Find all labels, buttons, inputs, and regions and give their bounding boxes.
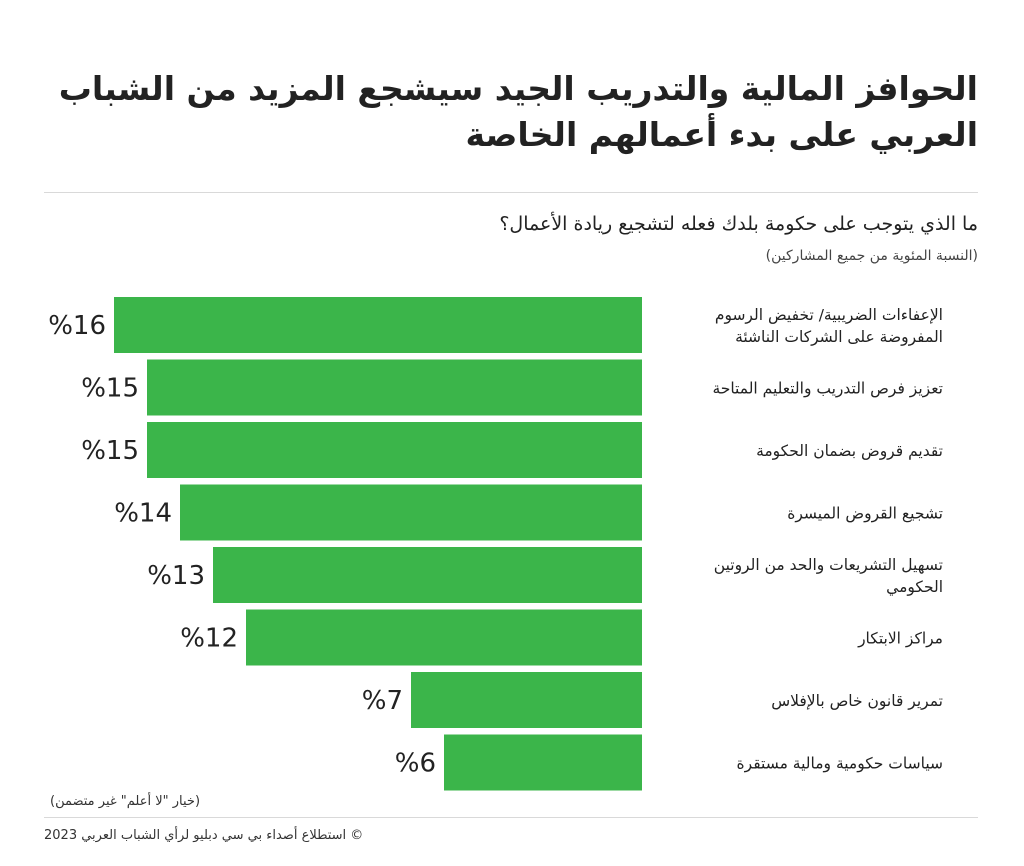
chart-title: الحوافز المالية والتدريب الجيد سيشجع الم… <box>58 69 978 154</box>
category-label-line: مراكز الابتكار <box>857 630 943 648</box>
source-credit: © استطلاع أصداء بي سي دبليو لرأي الشباب … <box>44 828 364 843</box>
bar-3 <box>147 422 642 478</box>
category-label-line: تسهيل التشريعات والحد من الروتين <box>714 556 943 575</box>
category-label-6: مراكز الابتكار <box>857 630 943 648</box>
category-label-1: الإعفاءات الضريبية/ تخفيض الرسوم المفروضة… <box>715 306 943 347</box>
survey-question: ما الذي يتوجب على حكومة بلدك فعله لتشجيع… <box>499 213 978 235</box>
category-label-line: تعزيز فرص التدريب والتعليم المتاحة <box>712 380 943 399</box>
value-label-6: %12 <box>180 624 238 654</box>
category-label-line: الحكومي <box>886 578 943 597</box>
value-label-2: %15 <box>81 374 139 404</box>
bottom-divider <box>44 817 978 818</box>
top-divider <box>44 192 978 193</box>
bar-4 <box>180 484 642 541</box>
category-label-3: تقديم قروض بضمان الحكومة <box>756 442 943 461</box>
value-label-5: %13 <box>147 561 205 591</box>
category-label-2: تعزيز فرص التدريب والتعليم المتاحة <box>712 380 943 399</box>
base-note: (النسبة المئوية من جميع المشاركين) <box>765 248 978 264</box>
category-label-line: الإعفاءات الضريبية/ تخفيض الرسوم <box>715 306 943 324</box>
bar-8 <box>444 734 642 791</box>
footnote: (خيار "لا أعلم" غير متضمن) <box>50 794 201 809</box>
category-label-line: تشجيع القروض الميسرة <box>787 505 943 524</box>
category-label-5: تسهيل التشريعات والحد من الروتين الحكومي <box>714 556 943 597</box>
value-label-7: %7 <box>362 686 403 716</box>
category-label-4: تشجيع القروض الميسرة <box>787 505 943 524</box>
value-label-8: %6 <box>395 749 436 779</box>
value-label-1: %16 <box>48 311 106 341</box>
category-label-line: تقديم قروض بضمان الحكومة <box>756 442 943 461</box>
bar-1 <box>114 297 642 353</box>
category-label-8: سياسات حكومية ومالية مستقرة <box>737 755 943 774</box>
category-label-line: المفروضة على الشركات الناشئة <box>735 328 943 347</box>
category-label-line: سياسات حكومية ومالية مستقرة <box>737 755 943 774</box>
bar-6 <box>246 609 642 666</box>
value-label-4: %14 <box>114 499 172 529</box>
value-label-3: %15 <box>81 436 139 466</box>
category-label-line: تمرير قانون خاص بالإفلاس <box>771 692 943 710</box>
bar-5 <box>213 547 642 603</box>
bar-2 <box>147 359 642 416</box>
bar-7 <box>411 672 642 728</box>
category-label-7: تمرير قانون خاص بالإفلاس <box>771 692 943 710</box>
